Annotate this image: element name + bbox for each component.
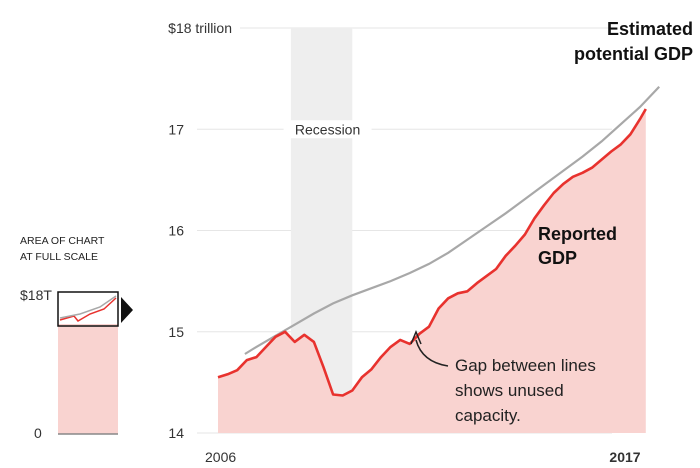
- inset-zoom-box: [57, 291, 119, 327]
- inset-bottom-label: 0: [34, 425, 42, 441]
- reported-gdp-area: [218, 109, 646, 433]
- inset-top-label: $18T: [20, 287, 52, 303]
- gap-annotation-line3: capacity.: [455, 406, 521, 425]
- area-layer: [218, 109, 646, 433]
- y-tick-18: $18 trillion: [168, 20, 232, 36]
- y-tick-17: 17: [168, 121, 184, 137]
- inset-title-line1: AREA OF CHART: [20, 235, 105, 247]
- potential-gdp-label-line1: Estimated: [607, 19, 693, 39]
- inset-reported-line: [59, 297, 117, 322]
- x-tick-start: 2006: [205, 449, 236, 465]
- inset-title-line2: AT FULL SCALE: [20, 251, 98, 263]
- x-tick-end: 2017: [609, 449, 640, 465]
- recession-label: Recession: [295, 121, 360, 137]
- reported-gdp-line: [217, 108, 647, 397]
- inset-pointer-icon: [121, 297, 133, 323]
- recession-label-bg: [283, 120, 372, 139]
- gap-annotation-arrowhead: [410, 330, 422, 345]
- inset-potential-line: [59, 295, 117, 319]
- reported-gdp-label-line2: GDP: [538, 248, 577, 268]
- y-tick-15: 15: [168, 324, 184, 340]
- potential-gdp-line: [244, 85, 660, 355]
- full-scale-inset: AREA OF CHART AT FULL SCALE $18T 0: [20, 235, 133, 441]
- reported-gdp-label-line1: Reported: [538, 224, 617, 244]
- y-tick-labels: $18 trillion 17 16 15 14: [168, 20, 232, 441]
- potential-gdp-label-line2: potential GDP: [574, 44, 693, 64]
- gap-annotation-arrow: [415, 339, 449, 367]
- y-tick-14: 14: [168, 425, 184, 441]
- gap-annotation-line2: shows unused: [455, 381, 564, 400]
- y-tick-16: 16: [168, 223, 184, 239]
- gap-annotation-line1: Gap between lines: [455, 356, 596, 375]
- inset-area: [58, 324, 118, 434]
